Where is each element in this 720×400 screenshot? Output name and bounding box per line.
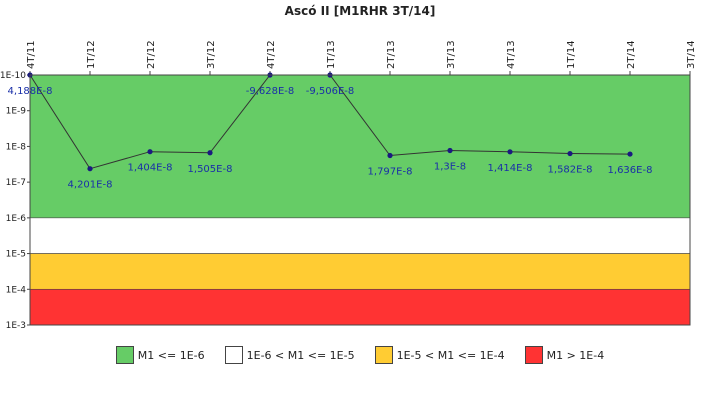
data-label: 1,505E-8 [188, 164, 233, 175]
x-tick-label: 4T/12 [266, 40, 277, 69]
x-tick-label: 3T/12 [206, 40, 217, 69]
data-label: 1,636E-8 [608, 165, 653, 176]
data-label: -9,506E-8 [306, 86, 355, 97]
legend-item: M1 <= 1E-6 [115, 344, 205, 366]
legend-item: 1E-5 < M1 <= 1E-4 [374, 344, 505, 366]
legend-label: M1 > 1E-4 [546, 348, 605, 362]
data-label: 1,414E-8 [488, 163, 533, 174]
legend-item: 1E-6 < M1 <= 1E-5 [224, 344, 355, 366]
x-tick-label: 1T/13 [326, 40, 337, 69]
data-point [447, 147, 453, 154]
band-1 [29, 217, 691, 254]
x-tick-label: 2T/13 [386, 40, 397, 69]
y-tick-label: 1E-7 [6, 178, 26, 188]
x-tick-label: 4T/13 [506, 40, 517, 69]
legend-label: 1E-6 < M1 <= 1E-5 [246, 348, 355, 362]
legend-label: M1 <= 1E-6 [137, 348, 205, 362]
chart-title: Ascó II [M1RHR 3T/14] [285, 4, 436, 18]
legend: M1 <= 1E-6 1E-6 < M1 <= 1E-5 1E-5 < M1 <= … [0, 344, 720, 366]
data-point [567, 150, 573, 157]
band-2 [29, 253, 691, 290]
data-point [207, 150, 213, 156]
data-point [387, 152, 393, 159]
risk-bands [29, 74, 691, 326]
y-axis-ticks: 1E-10 1E-9 1E-8 1E-7 1E-6 1E-5 1E-4 1E-3 [0, 71, 30, 331]
y-tick-label: 1E-5 [6, 250, 26, 260]
x-tick-label: 4T/11 [26, 40, 37, 69]
y-tick-label: 1E-9 [6, 107, 27, 117]
y-tick-label: 1E-10 [0, 71, 26, 81]
x-tick-label: 3T/14 [686, 40, 697, 69]
x-tick-label: 1T/12 [86, 40, 97, 69]
legend-swatch [115, 346, 134, 364]
data-label: 1,797E-8 [368, 167, 413, 178]
y-tick-label: 1E-8 [6, 142, 27, 152]
data-label: 1,404E-8 [128, 163, 173, 174]
legend-swatch [374, 346, 393, 364]
legend-swatch [524, 346, 543, 364]
x-tick-label: 1T/14 [566, 40, 577, 69]
x-axis-ticks: 4T/11 1T/12 2T/12 3T/12 4T/12 1T/13 2T/13 3T/13… [26, 40, 697, 75]
x-tick-label: 2T/12 [146, 40, 157, 69]
y-tick-label: 1E-3 [6, 321, 26, 331]
legend-label: 1E-5 < M1 <= 1E-4 [396, 348, 505, 362]
data-point [627, 151, 633, 157]
plot-frame [29, 74, 691, 326]
data-label: 1,582E-8 [548, 165, 593, 176]
band-0 [29, 74, 691, 219]
band-3 [29, 288, 691, 326]
x-tick-label: 3T/13 [446, 40, 457, 69]
y-tick-label: 1E-4 [6, 285, 27, 295]
y-tick-label: 1E-6 [6, 214, 27, 224]
data-label: 1,3E-8 [434, 161, 466, 172]
legend-item: M1 > 1E-4 [524, 344, 605, 366]
legend-swatch [224, 346, 243, 364]
data-point [507, 149, 513, 155]
data-label: -9,628E-8 [246, 86, 295, 97]
x-tick-label: 2T/14 [626, 40, 637, 69]
data-point [147, 149, 153, 155]
data-point [87, 166, 93, 172]
chart: Ascó II [M1RHR 3T/14] 4T/11 1T/12 2T/12 3T/… [0, 4, 697, 331]
data-label: 4,201E-8 [68, 180, 113, 191]
